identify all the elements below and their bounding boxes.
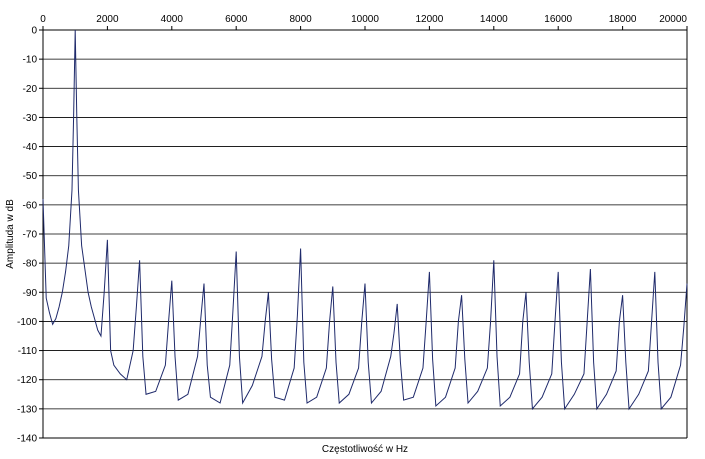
y-tick-label-11: -110 <box>18 346 38 357</box>
x-tick-label-5: 10000 <box>351 14 379 25</box>
y-axis-label: Amplituda w dB <box>5 199 16 269</box>
y-tick-label-4: -40 <box>23 142 38 153</box>
x-axis-ticks: 0 2000 4000 6000 8000 10000 12000 14000 16000 180… <box>40 14 688 30</box>
x-tick-label-8: 16000 <box>544 14 572 25</box>
y-tick-label-10: -100 <box>17 317 37 328</box>
y-tick-label-13: -130 <box>17 404 37 415</box>
x-tick-label-7: 14000 <box>480 14 508 25</box>
y-tick-label-6: -60 <box>23 200 38 211</box>
x-tick-label-2: 4000 <box>161 14 184 25</box>
y-tick-label-8: -80 <box>23 259 38 270</box>
y-axis-ticks: 0 -10 -20 -30 -40 -50 -60 -70 -80 -90 -100 -110 -120… <box>17 26 43 445</box>
gridlines <box>43 29 687 439</box>
x-tick-label-6: 12000 <box>415 14 443 25</box>
x-axis-label: Częstotliwość w Hz <box>322 444 408 455</box>
series-line-spectrum <box>42 29 688 411</box>
x-tick-label-1: 2000 <box>96 14 119 25</box>
x-tick-label-3: 6000 <box>225 14 248 25</box>
x-tick-label-9: 18000 <box>609 14 637 25</box>
x-tick-label-10: 20000 <box>659 14 687 25</box>
y-tick-label-1: -10 <box>23 55 38 66</box>
y-tick-label-2: -20 <box>23 84 38 95</box>
x-tick-label-0: 0 <box>40 14 46 25</box>
y-tick-label-5: -50 <box>23 171 38 182</box>
y-tick-label-3: -30 <box>23 113 38 124</box>
y-tick-label-0: 0 <box>31 26 37 37</box>
x-tick-label-4: 8000 <box>289 14 312 25</box>
y-tick-label-7: -70 <box>23 230 38 241</box>
y-tick-label-14: -140 <box>17 434 37 445</box>
y-tick-label-12: -120 <box>17 375 37 386</box>
y-tick-label-9: -90 <box>23 288 38 299</box>
